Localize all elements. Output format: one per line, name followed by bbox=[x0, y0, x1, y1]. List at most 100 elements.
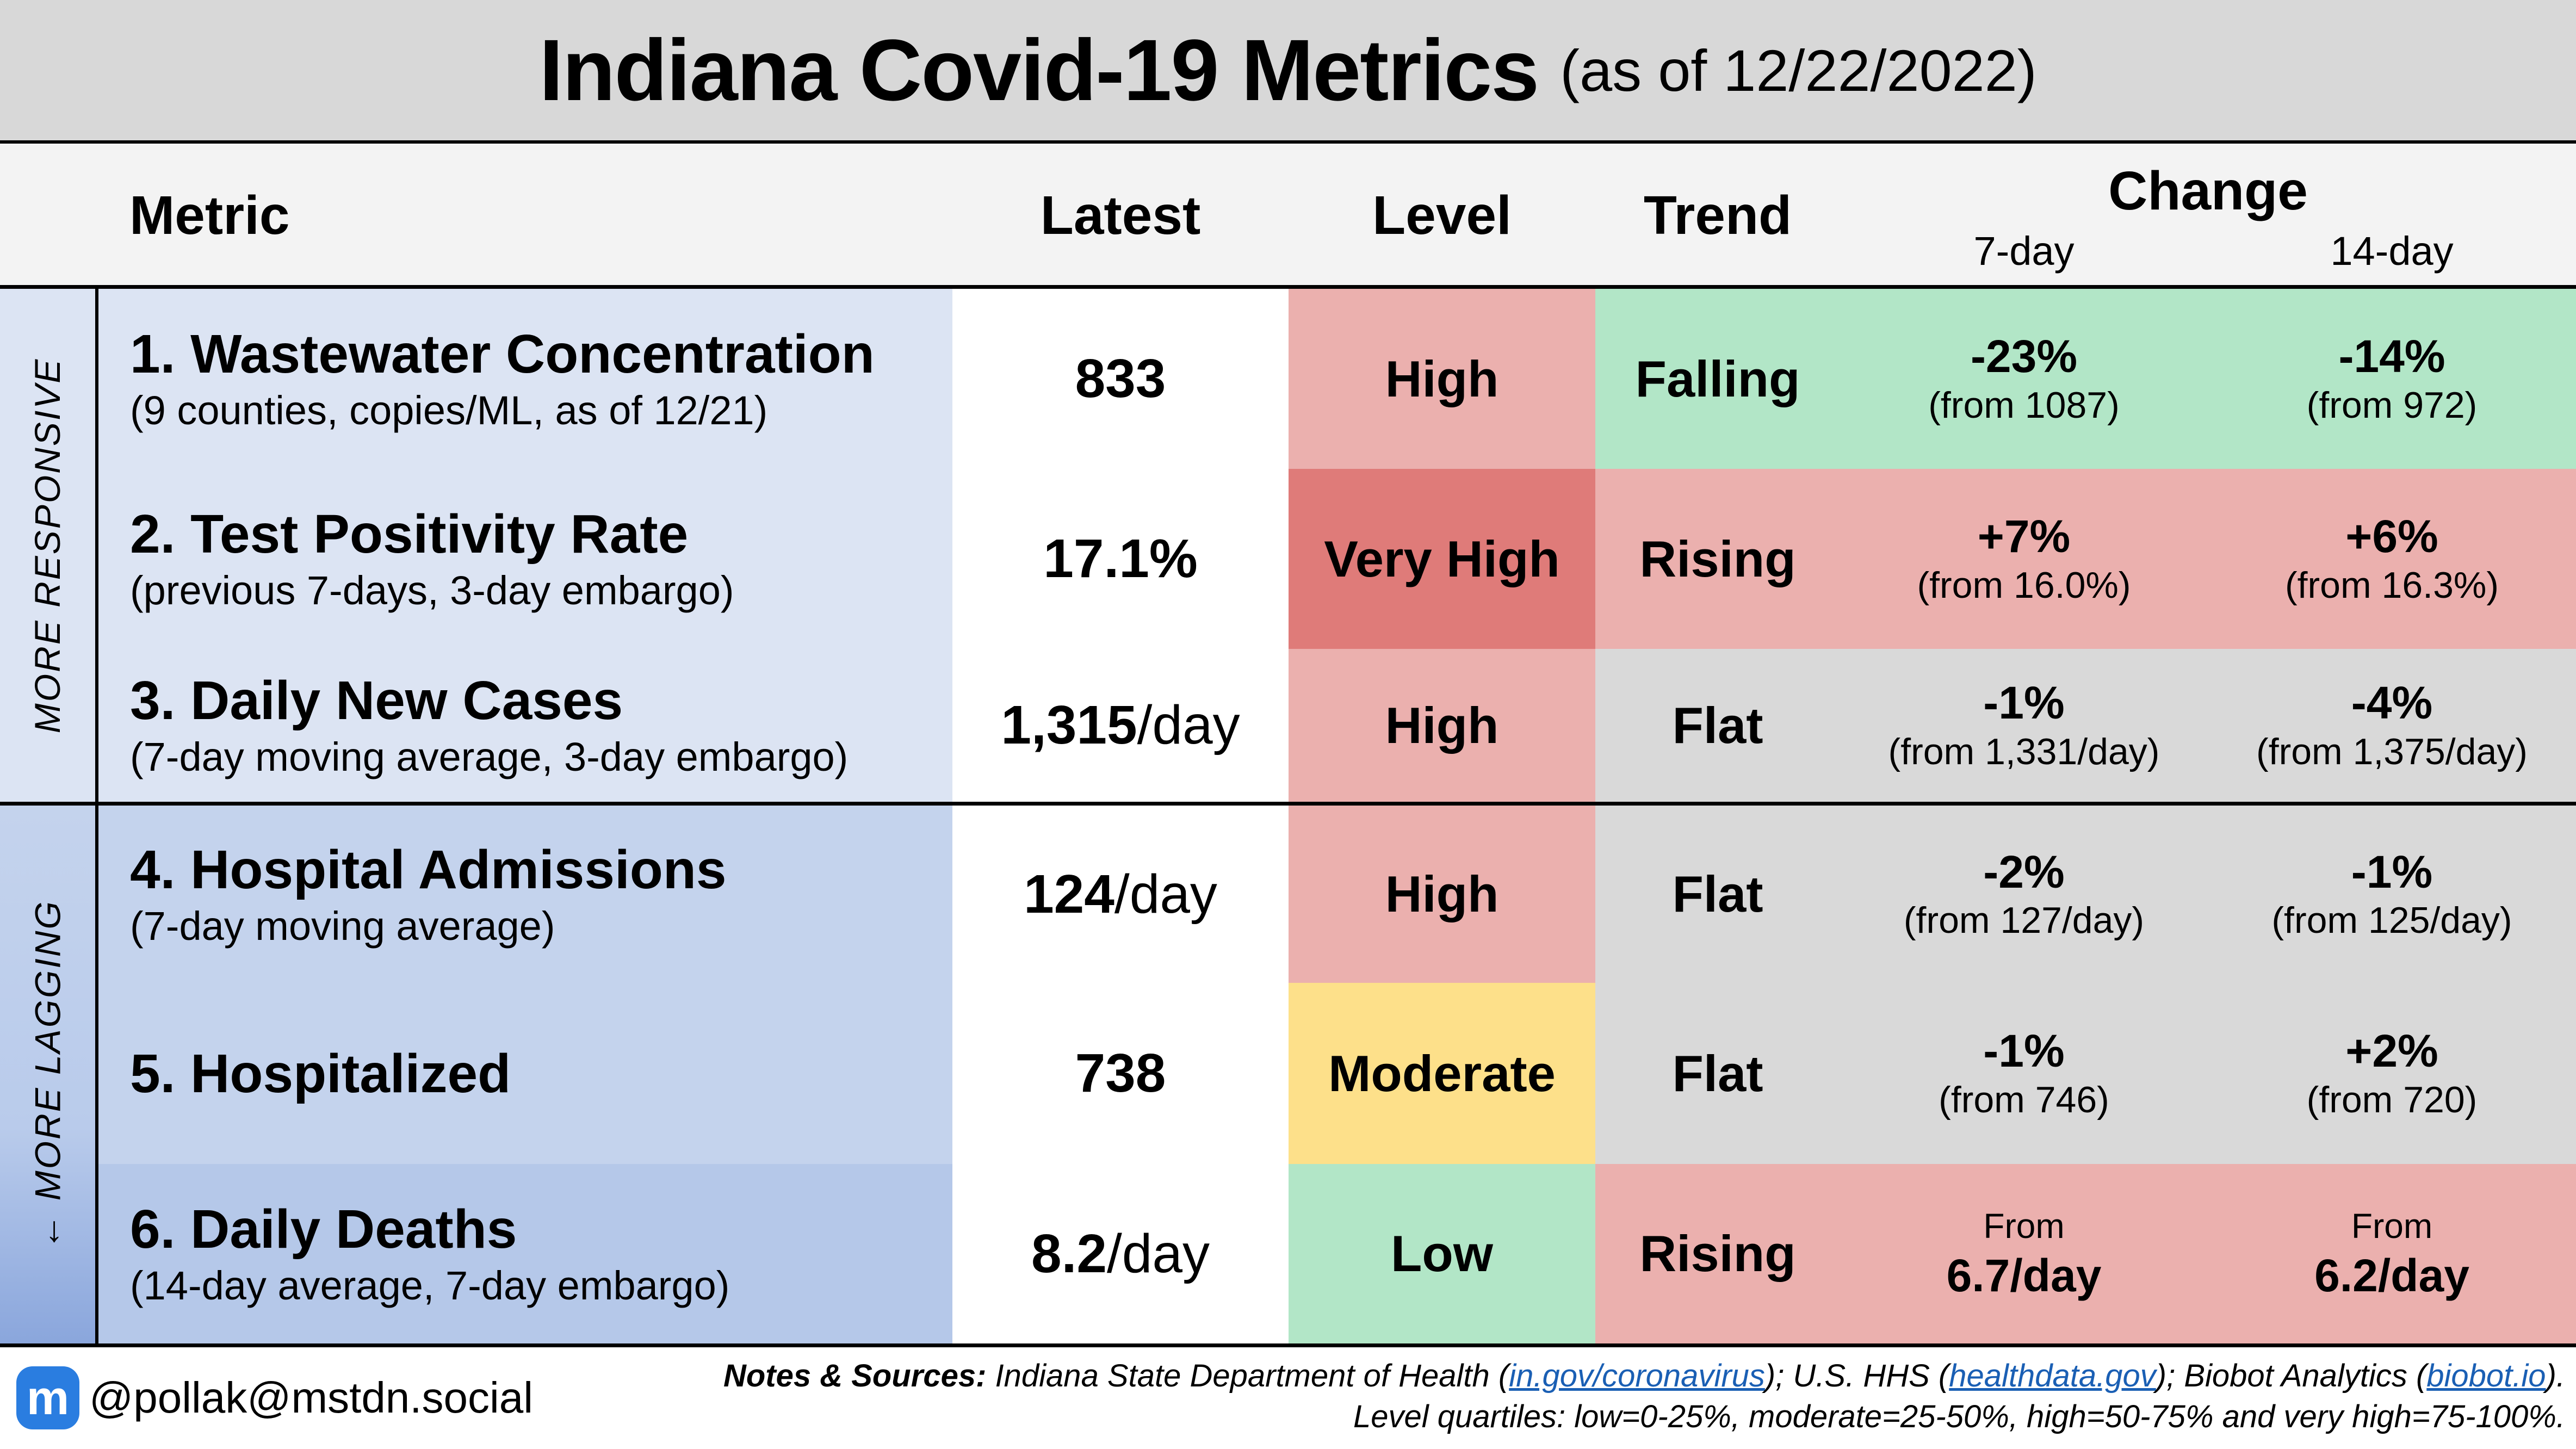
trend-band bbox=[1595, 806, 2576, 983]
link-biobot[interactable]: biobot.io bbox=[2426, 1358, 2546, 1394]
trend-cell: Flat bbox=[1595, 806, 1840, 983]
trend-value: Rising bbox=[1639, 530, 1796, 587]
group-more-lagging: ← MORE LAGGING bbox=[0, 806, 95, 1343]
trend-value: Flat bbox=[1672, 1044, 1763, 1102]
change-14day-label: From bbox=[2351, 1206, 2433, 1246]
metric-cell: 4. Hospital Admissions (7-day moving ave… bbox=[98, 806, 952, 983]
change-7day-from: (from 1,331/day) bbox=[1888, 730, 2160, 772]
table-row-new-cases: 3. Daily New Cases (7-day moving average… bbox=[0, 649, 2576, 802]
notes-text: Indiana State Department of Health ( bbox=[986, 1358, 1509, 1394]
change-14day-cell: -4% (from 1,375/day) bbox=[2208, 649, 2576, 802]
change-7day-from: (from 16.0%) bbox=[1917, 564, 2131, 606]
page-title: Indiana Covid-19 Metrics bbox=[539, 21, 1539, 119]
table-header: Metric Latest Level Trend Change 7-day 1… bbox=[0, 144, 2576, 289]
change-7day-pct: +7% bbox=[1977, 511, 2071, 562]
notes-text: ). bbox=[2546, 1358, 2565, 1394]
change-14day-cell: -1% (from 125/day) bbox=[2208, 806, 2576, 983]
author-handle-box[interactable]: m @pollak@mstdn.social bbox=[16, 1360, 533, 1436]
latest-cell: 124/day bbox=[952, 806, 1289, 983]
change-14day-pct: +6% bbox=[2345, 511, 2438, 562]
latest-unit: /day bbox=[1107, 1223, 1210, 1284]
header-7day: 7-day bbox=[1973, 228, 2075, 274]
page-subtitle: (as of 12/22/2022) bbox=[1560, 37, 2037, 103]
notes-sources: Notes & Sources: Indiana State Departmen… bbox=[723, 1355, 2565, 1438]
change-14day-from: (from 125/day) bbox=[2271, 900, 2512, 942]
latest-value: 124 bbox=[1024, 863, 1114, 925]
metric-name: 3. Daily New Cases bbox=[130, 670, 623, 731]
group-more-responsive: MORE RESPONSIVE bbox=[0, 289, 95, 802]
change-7day-from: 6.7/day bbox=[1946, 1249, 2102, 1301]
level-value: High bbox=[1385, 350, 1499, 407]
header-14day: 14-day bbox=[2330, 228, 2454, 274]
group-separator bbox=[0, 802, 2576, 806]
change-14day-from: (from 972) bbox=[2306, 384, 2478, 426]
table-row-hospitalized: 5. Hospitalized 738 Moderate Flat -1% (f… bbox=[0, 983, 2576, 1164]
trend-band bbox=[1595, 469, 2576, 649]
change-14day-cell: +2% (from 720) bbox=[2208, 983, 2576, 1164]
link-in-gov[interactable]: in.gov/coronavirus bbox=[1509, 1358, 1765, 1394]
change-14day-from: (from 1,375/day) bbox=[2256, 730, 2528, 772]
change-7day-cell: From 6.7/day bbox=[1840, 1164, 2208, 1343]
trend-value: Rising bbox=[1639, 1225, 1796, 1282]
level-cell: Moderate bbox=[1289, 983, 1595, 1164]
table-row-positivity: 2. Test Positivity Rate (previous 7-days… bbox=[0, 469, 2576, 649]
trend-value: Flat bbox=[1672, 865, 1763, 922]
metric-cell: 3. Daily New Cases (7-day moving average… bbox=[98, 649, 952, 802]
trend-band bbox=[1595, 289, 2576, 469]
change-14day-from: (from 16.3%) bbox=[2285, 564, 2499, 606]
level-value: Moderate bbox=[1328, 1044, 1556, 1102]
change-7day-from: (from 127/day) bbox=[1903, 900, 2145, 942]
latest-unit: /day bbox=[1114, 863, 1217, 925]
latest-cell: 738 bbox=[952, 983, 1289, 1164]
latest-value: 1,315 bbox=[1001, 695, 1137, 756]
trend-cell: Falling bbox=[1595, 289, 1840, 469]
table-row-admissions: 4. Hospital Admissions (7-day moving ave… bbox=[0, 806, 2576, 983]
metric-name: 4. Hospital Admissions bbox=[130, 839, 727, 900]
level-value: High bbox=[1385, 865, 1499, 922]
metric-name: 6. Daily Deaths bbox=[130, 1198, 517, 1260]
metric-desc: (7-day moving average, 3-day embargo) bbox=[130, 734, 849, 779]
metric-cell: 6. Daily Deaths (14-day average, 7-day e… bbox=[98, 1164, 952, 1343]
level-value: High bbox=[1385, 696, 1499, 754]
change-14day-cell: +6% (from 16.3%) bbox=[2208, 469, 2576, 649]
notes-label: Notes & Sources: bbox=[723, 1358, 987, 1394]
change-7day-cell: -1% (from 1,331/day) bbox=[1840, 649, 2208, 802]
header-latest: Latest bbox=[1040, 185, 1201, 246]
mastodon-icon: m bbox=[16, 1366, 79, 1429]
notes-text: ); U.S. HHS ( bbox=[1764, 1358, 1949, 1394]
level-cell: Very High bbox=[1289, 469, 1595, 649]
latest-unit: /day bbox=[1137, 695, 1240, 756]
change-7day-cell: -2% (from 127/day) bbox=[1840, 806, 2208, 983]
author-handle[interactable]: @pollak@mstdn.social bbox=[89, 1373, 534, 1422]
level-cell: High bbox=[1289, 289, 1595, 469]
change-14day-pct: -14% bbox=[2338, 331, 2445, 382]
latest-cell: 1,315/day bbox=[952, 649, 1289, 802]
metric-name: 1. Wastewater Concentration bbox=[130, 324, 875, 385]
level-value: Very High bbox=[1324, 530, 1560, 587]
trend-band bbox=[1595, 649, 2576, 802]
change-7day-label: From bbox=[1983, 1206, 2065, 1246]
latest-value: 833 bbox=[1075, 348, 1166, 409]
notes-quartiles: Level quartiles: low=0-25%, moderate=25-… bbox=[1353, 1399, 2565, 1435]
change-7day-pct: -2% bbox=[1983, 846, 2065, 897]
change-14day-cell: -14% (from 972) bbox=[2208, 289, 2576, 469]
change-14day-pct: -4% bbox=[2351, 677, 2433, 729]
trend-cell: Rising bbox=[1595, 1164, 1840, 1343]
latest-cell: 8.2/day bbox=[952, 1164, 1289, 1343]
latest-cell: 833 bbox=[952, 289, 1289, 469]
link-healthdata[interactable]: healthdata.gov bbox=[1949, 1358, 2156, 1394]
change-14day-from: 6.2/day bbox=[2314, 1249, 2469, 1301]
trend-value: Flat bbox=[1672, 696, 1763, 754]
change-7day-from: (from 1087) bbox=[1928, 384, 2120, 426]
metric-desc: (previous 7-days, 3-day embargo) bbox=[130, 568, 734, 613]
trend-value: Falling bbox=[1635, 350, 1800, 407]
header-metric: Metric bbox=[129, 185, 290, 246]
metric-name: 2. Test Positivity Rate bbox=[130, 504, 689, 565]
level-cell: High bbox=[1289, 806, 1595, 983]
header-level: Level bbox=[1372, 185, 1512, 246]
trend-band bbox=[1595, 1164, 2576, 1343]
change-14day-pct: +2% bbox=[2345, 1025, 2438, 1077]
title-band: Indiana Covid-19 Metrics (as of 12/22/20… bbox=[0, 0, 2576, 144]
notes-text: ); Biobot Analytics ( bbox=[2156, 1358, 2427, 1394]
metric-cell: 5. Hospitalized bbox=[98, 983, 952, 1164]
